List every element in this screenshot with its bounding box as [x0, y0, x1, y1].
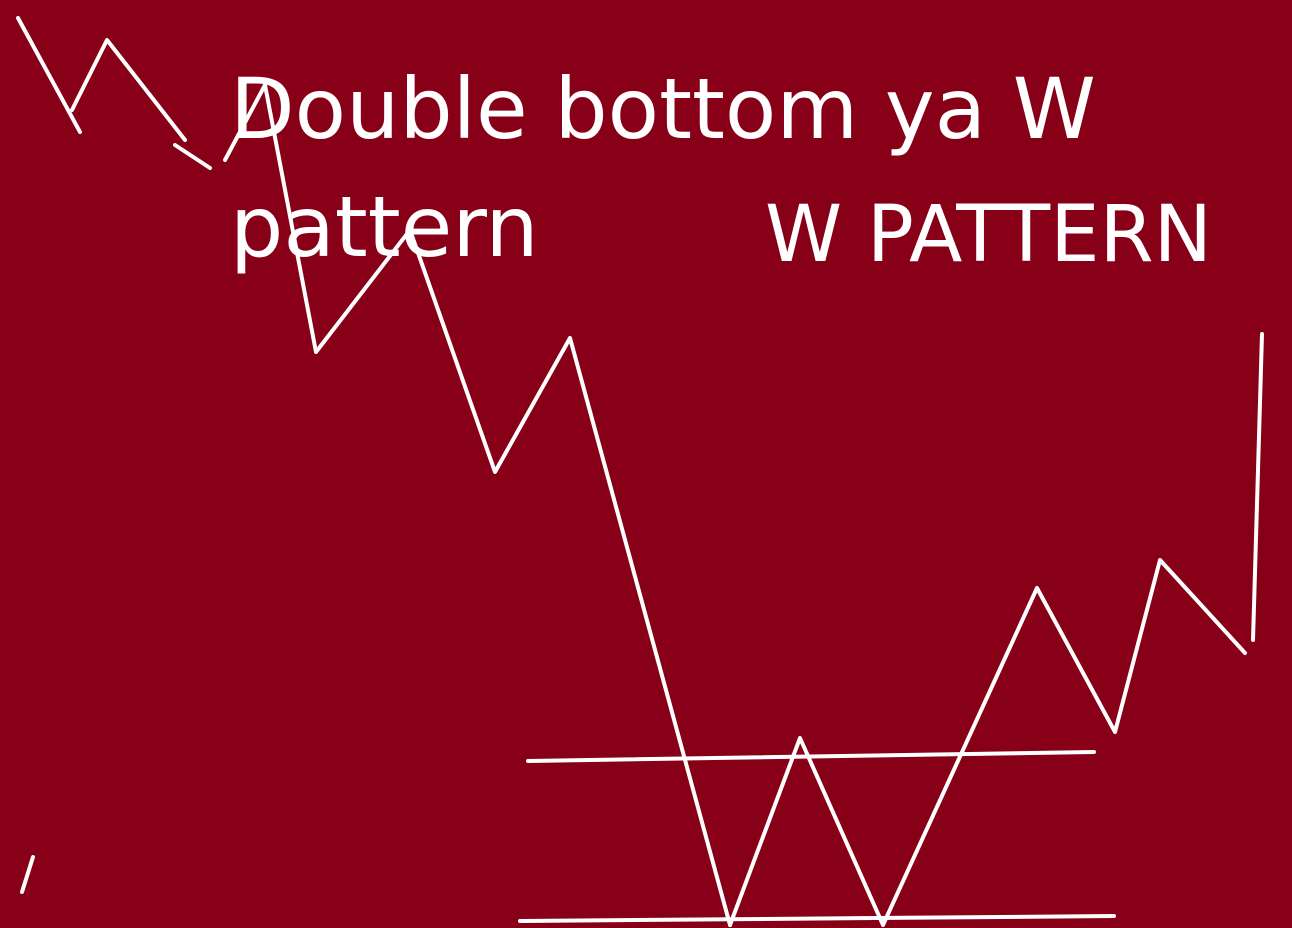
price-line-rise	[223, 83, 267, 162]
price-line-peak-1	[70, 38, 187, 142]
neckline	[526, 750, 1096, 763]
diagram-title: Double bottom ya W pattern	[230, 60, 1096, 276]
price-line-tick	[173, 143, 212, 170]
price-line-start	[16, 16, 82, 134]
stray-mark	[20, 855, 35, 894]
price-line-decline	[263, 83, 732, 927]
breakout-line	[1251, 332, 1264, 642]
w-pattern-line	[728, 558, 1247, 927]
pattern-label: W PATTERN	[765, 190, 1213, 280]
support-line	[518, 914, 1116, 923]
